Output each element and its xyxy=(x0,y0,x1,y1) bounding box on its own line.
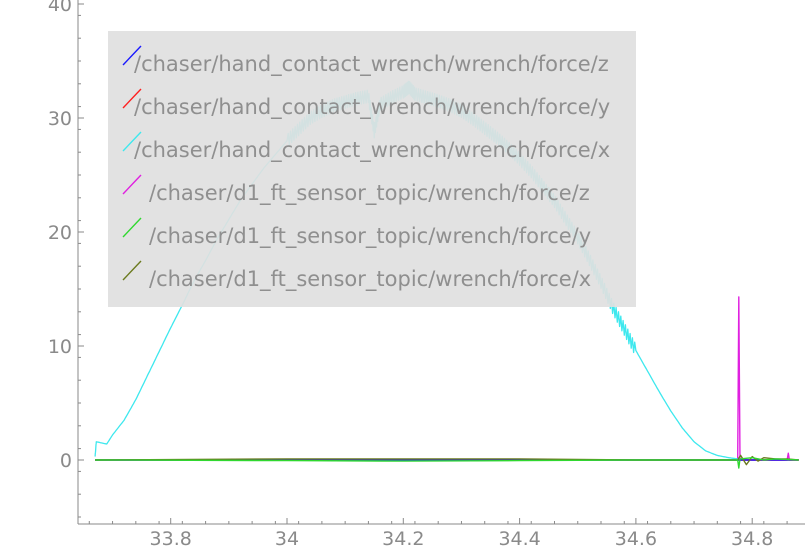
y-tick-label: 40 xyxy=(48,0,72,16)
legend: /chaser/hand_contact_wrench/wrench/force… xyxy=(108,31,636,307)
x-tick-label: 34.6 xyxy=(615,528,657,548)
x-tick-label: 34.2 xyxy=(382,528,424,548)
y-tick-label: 30 xyxy=(48,108,72,130)
legend-swatch xyxy=(122,45,142,66)
legend-swatch xyxy=(122,131,142,152)
x-tick-label: 34 xyxy=(275,528,299,548)
y-tick-label: 20 xyxy=(48,222,72,244)
legend-swatch xyxy=(122,88,142,109)
axes xyxy=(77,0,805,525)
y-tick-label: 10 xyxy=(48,336,72,358)
legend-label: /chaser/hand_contact_wrench/wrench/force… xyxy=(134,138,610,163)
x-tick-label: 34.4 xyxy=(498,528,540,548)
legend-swatch xyxy=(122,174,142,195)
ticks-layer: 0 10 20 30 40 33.8 34 34.2 34.4 34.6 34.8 xyxy=(48,0,788,548)
legend-label: /chaser/d1_ft_sensor_topic/wrench/force/… xyxy=(149,267,591,292)
legend-swatch xyxy=(122,217,142,238)
x-tick-label: 33.8 xyxy=(150,528,192,548)
series-line xyxy=(95,457,799,469)
legend-label: /chaser/hand_contact_wrench/wrench/force… xyxy=(134,95,610,120)
legend-label: /chaser/hand_contact_wrench/wrench/force… xyxy=(134,52,609,77)
legend-background xyxy=(108,31,636,307)
legend-label: /chaser/d1_ft_sensor_topic/wrench/force/… xyxy=(149,224,591,249)
y-tick-label: 0 xyxy=(60,450,72,472)
legend-label: /chaser/d1_ft_sensor_topic/wrench/force/… xyxy=(149,181,590,206)
series-line xyxy=(95,296,799,461)
legend-swatch xyxy=(122,260,142,281)
x-tick-label: 34.8 xyxy=(731,528,773,548)
